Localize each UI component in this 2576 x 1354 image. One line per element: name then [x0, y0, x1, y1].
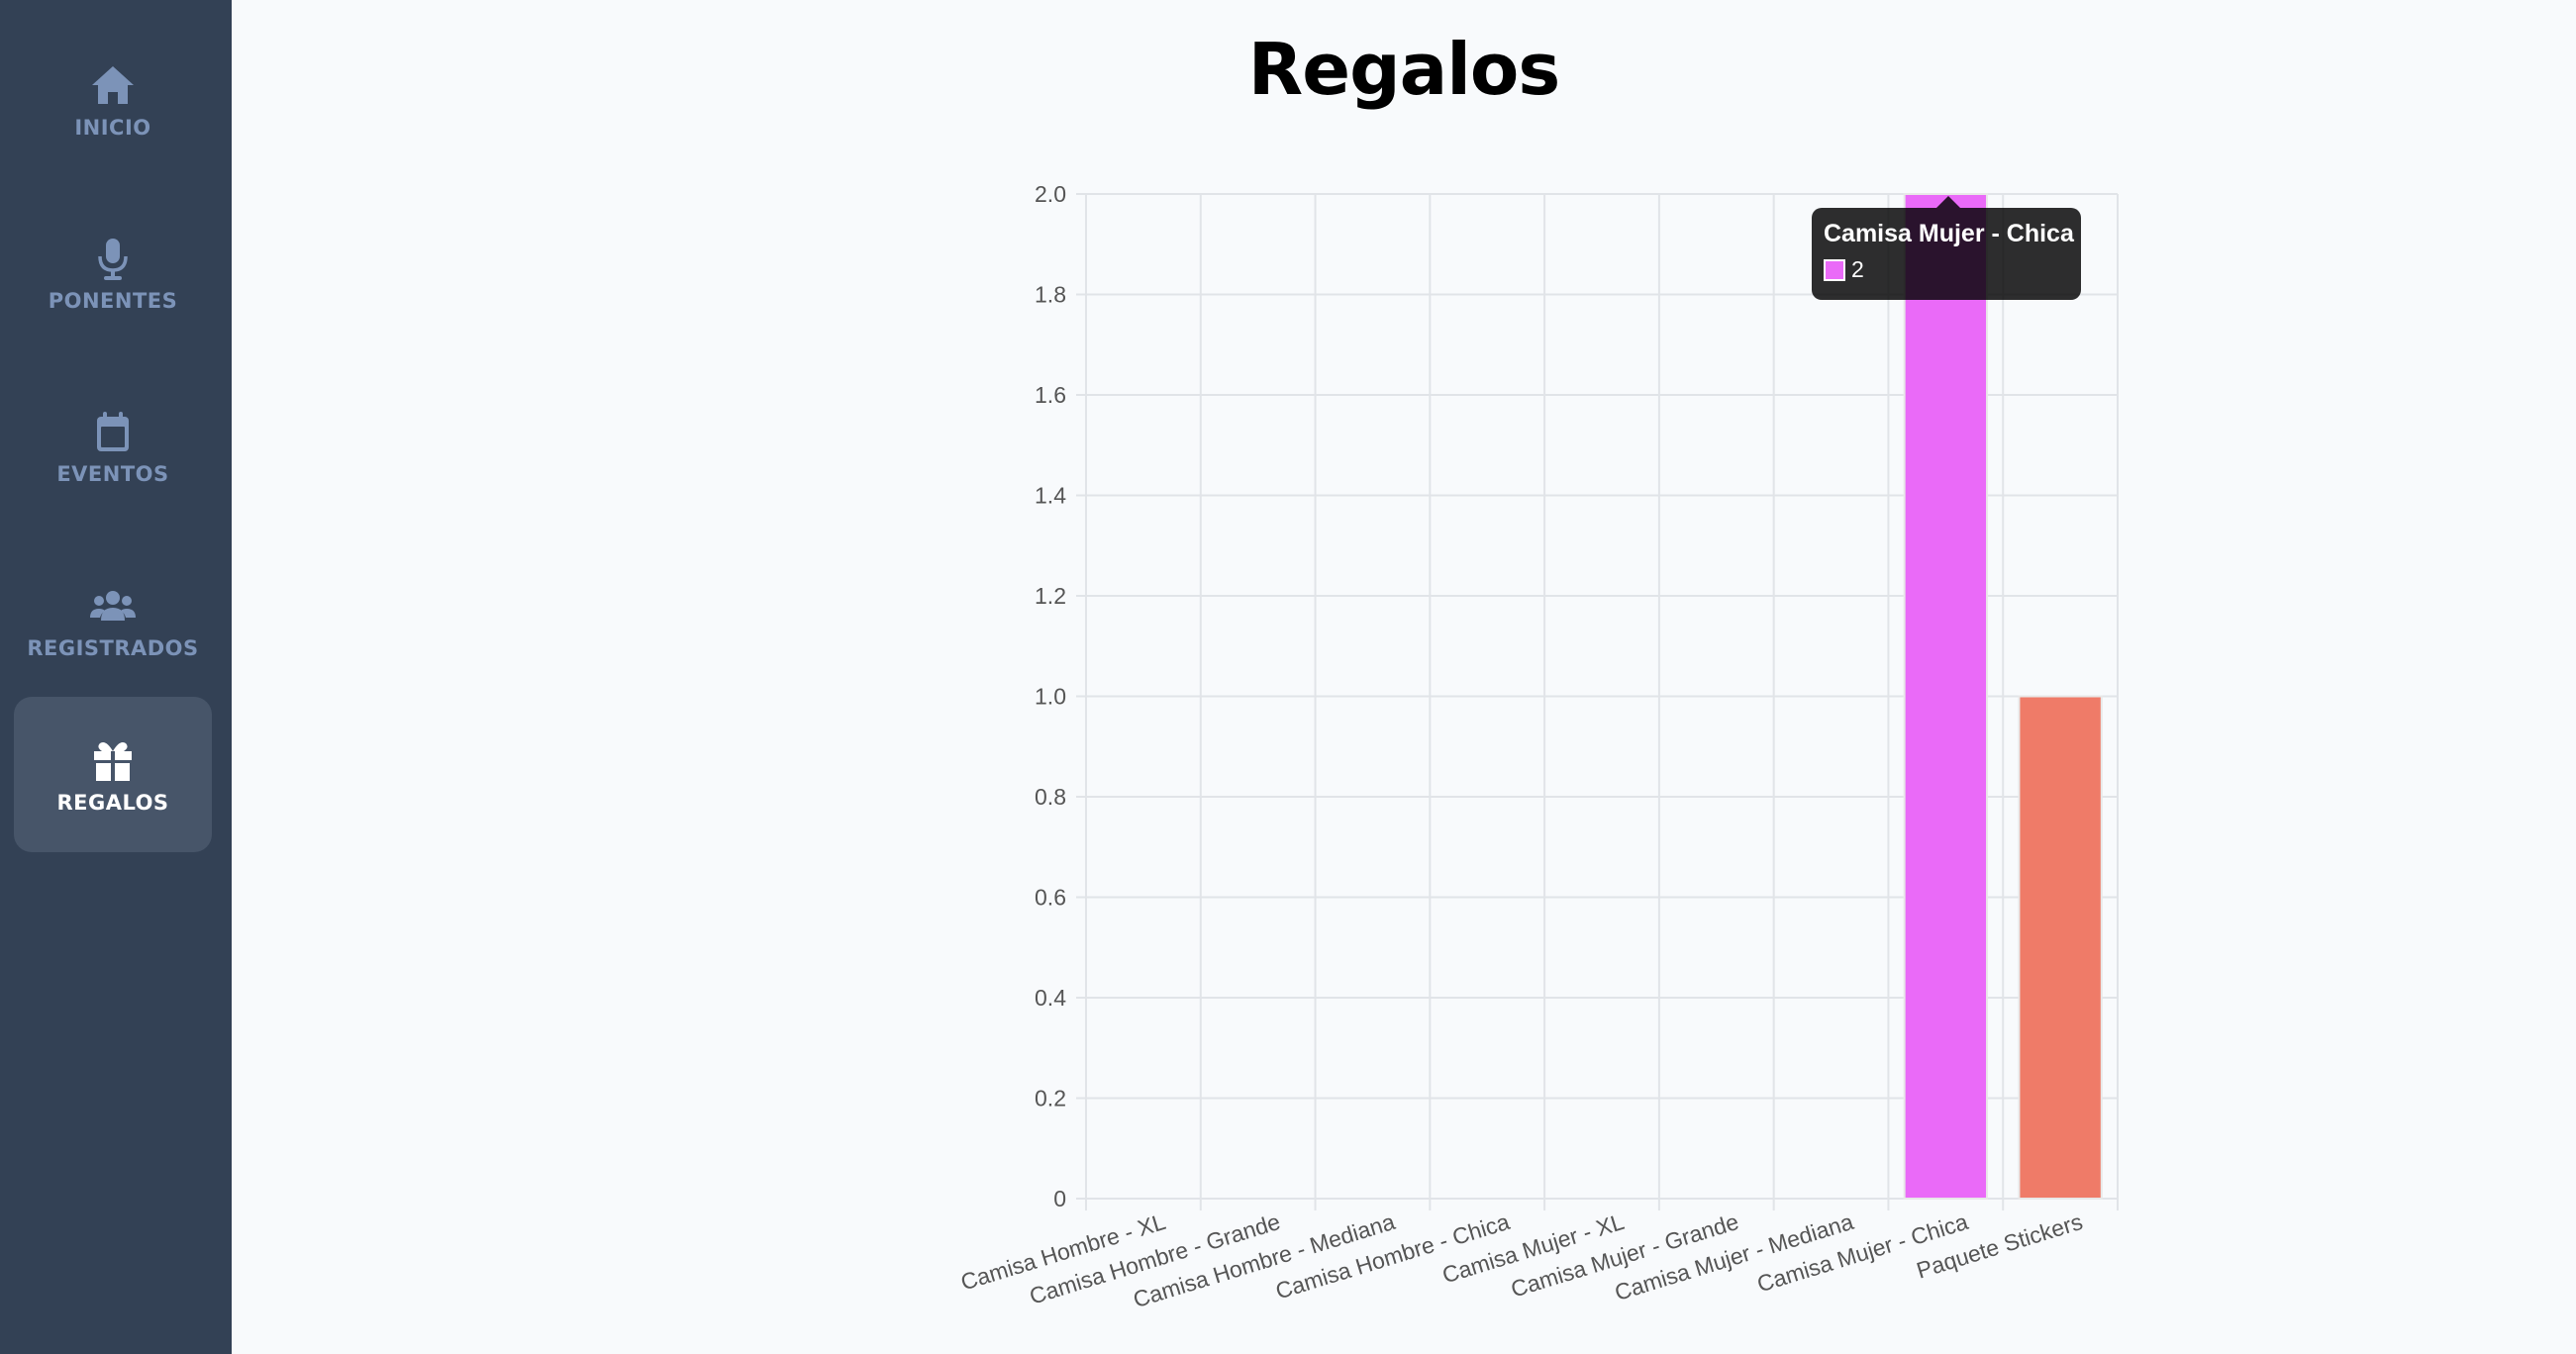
home-icon: [88, 60, 138, 110]
microphone-icon: [88, 234, 138, 283]
y-tick-label: 1.0: [1035, 684, 1066, 710]
sidebar-item-regalos[interactable]: REGALOS: [14, 697, 212, 852]
sidebar-item-eventos[interactable]: EVENTOS: [14, 368, 212, 524]
y-tick-label: 0: [1053, 1186, 1066, 1211]
bar: [2018, 695, 2103, 1200]
sidebar-item-registrados[interactable]: REGISTRADOS: [14, 542, 212, 698]
sidebar-item-label: REGALOS: [56, 790, 169, 815]
y-tick-label: 1.6: [1035, 382, 1066, 408]
y-tick-label: 0.2: [1035, 1086, 1066, 1112]
sidebar-item-label: INICIO: [74, 115, 151, 140]
gift-icon: [88, 735, 138, 785]
sidebar-item-label: PONENTES: [48, 288, 178, 313]
chart-tooltip: Camisa Mujer - Chica 2: [1812, 196, 2081, 300]
tooltip-value: 2: [1851, 256, 1864, 282]
y-tick-label: 2.0: [1035, 181, 1066, 207]
calendar-icon: [88, 407, 138, 456]
page-title: Regalos: [1247, 28, 1560, 111]
bar: [1903, 193, 1989, 1200]
sidebar-item-label: REGISTRADOS: [27, 635, 199, 660]
tooltip-title: Camisa Mujer - Chica: [1824, 220, 2074, 247]
sidebar-item-label: EVENTOS: [56, 461, 169, 486]
y-tick-label: 1.8: [1035, 282, 1066, 308]
y-tick-label: 1.4: [1035, 483, 1066, 509]
users-icon: [88, 581, 138, 630]
y-tick-label: 0.4: [1035, 985, 1066, 1011]
y-tick-label: 0.6: [1035, 885, 1066, 911]
sidebar: INICIO PONENTES EVENTOS: [0, 0, 232, 1354]
tooltip-color-swatch: [1824, 258, 1845, 281]
tooltip-row: 2: [1824, 256, 2069, 283]
sidebar-item-ponentes[interactable]: PONENTES: [14, 195, 212, 350]
sidebar-item-inicio[interactable]: INICIO: [14, 22, 212, 177]
y-tick-label: 1.2: [1035, 583, 1066, 609]
y-tick-label: 0.8: [1035, 784, 1066, 810]
